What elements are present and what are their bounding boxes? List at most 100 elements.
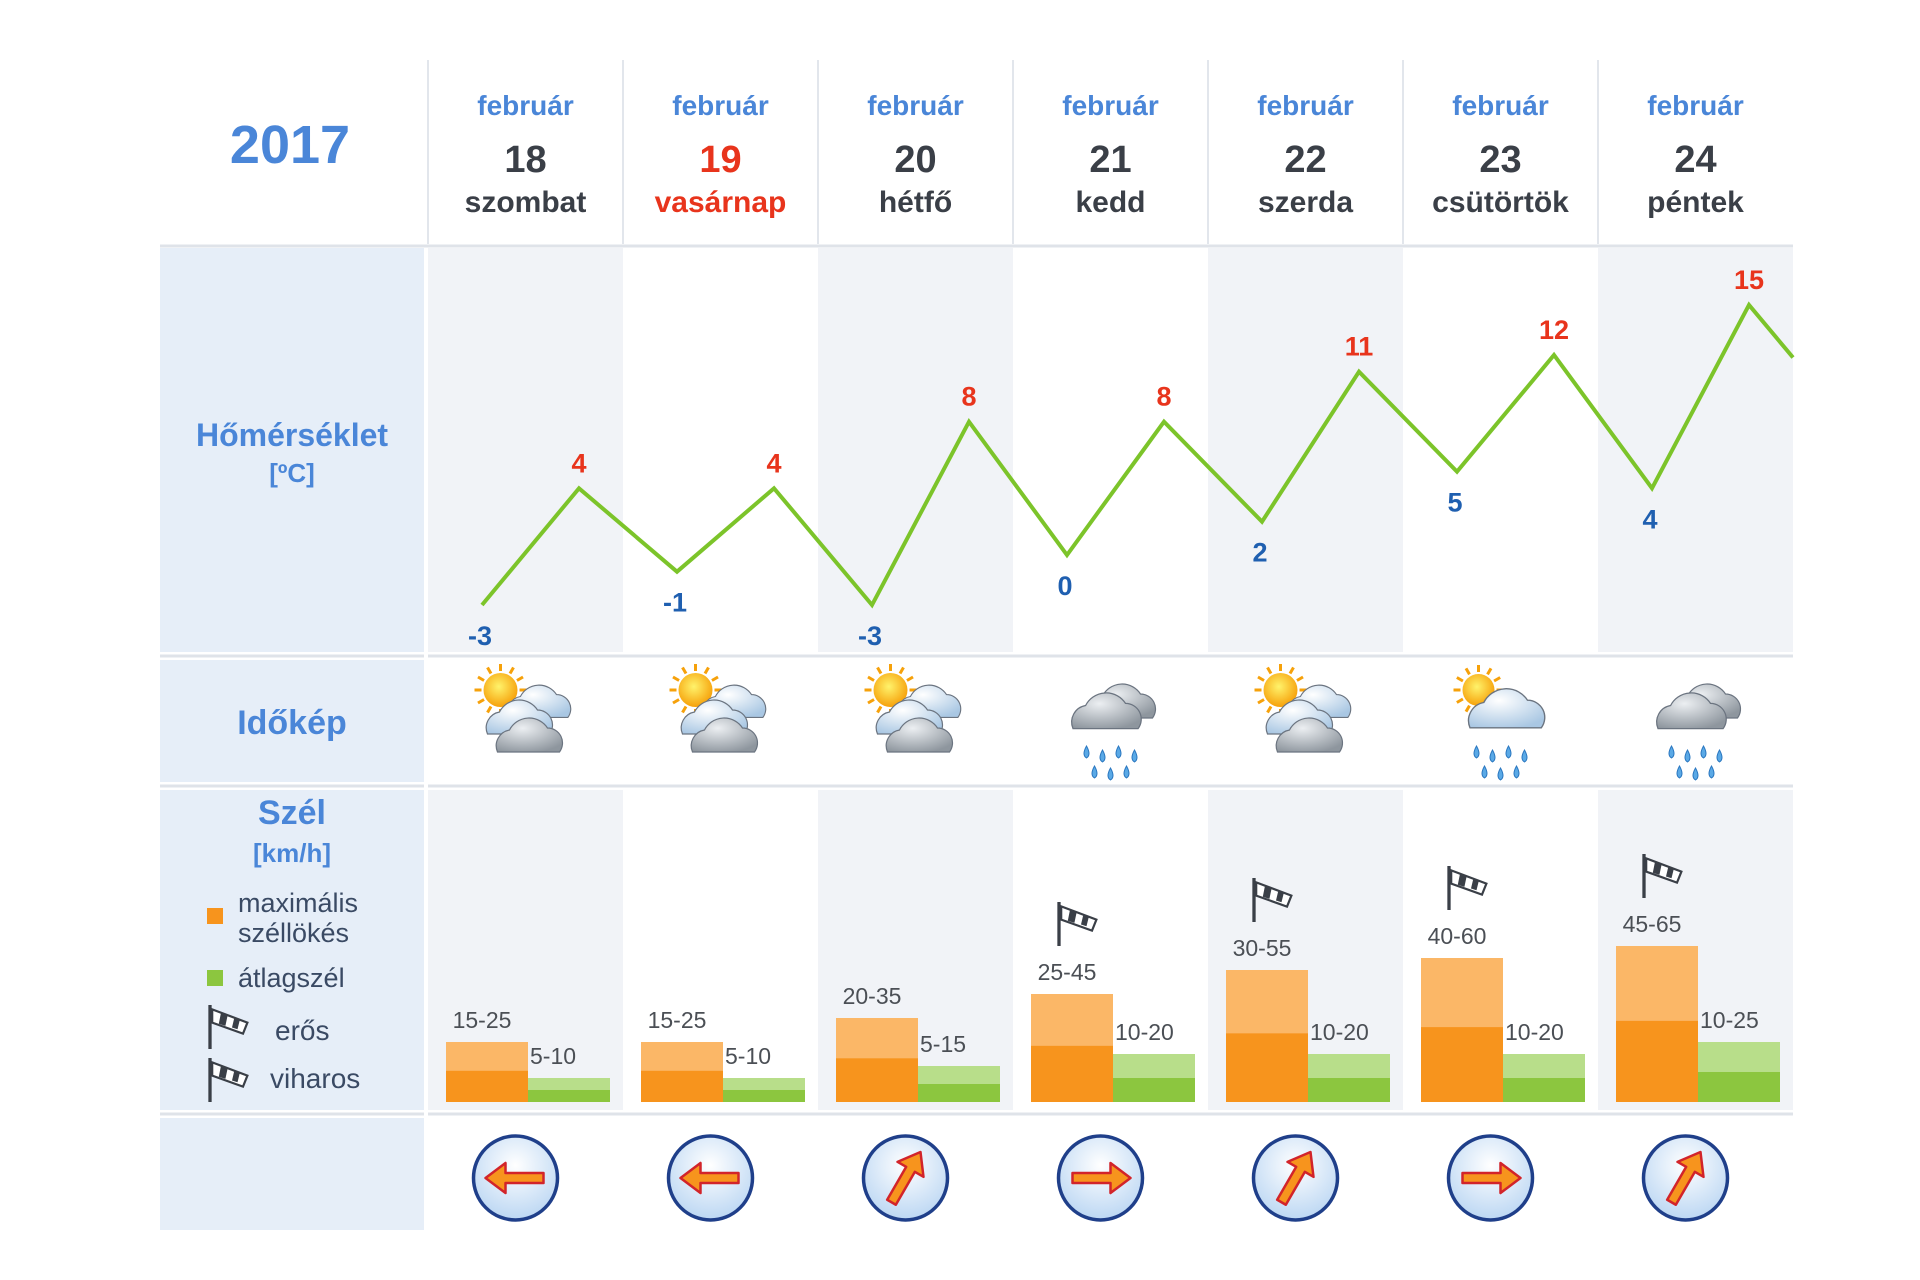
wind-direction-west[interactable] <box>669 1136 753 1220</box>
gust-bar-core <box>1616 1021 1698 1102</box>
windsock-sock <box>1451 870 1486 894</box>
day-month: február <box>1452 90 1549 121</box>
sun-ray <box>673 700 679 704</box>
sun-ray <box>488 706 492 712</box>
weather-icon-partly-cloudy <box>865 664 961 752</box>
avg-bar-core <box>1503 1078 1585 1102</box>
wind-direction-east[interactable] <box>1449 1136 1533 1220</box>
rain-drop <box>1709 766 1714 778</box>
sun-ray <box>868 677 874 681</box>
gust-value-label: 40-60 <box>1428 923 1487 949</box>
wind-direction-west[interactable] <box>474 1136 558 1220</box>
legend-strong-label: erős <box>275 1015 329 1046</box>
temp-band <box>1598 248 1793 652</box>
temp-max-label: 8 <box>1156 382 1171 412</box>
sun-ray <box>510 667 514 673</box>
day-weekday: szerda <box>1258 186 1353 219</box>
temp-band <box>818 248 1013 652</box>
rain-drop <box>1132 750 1137 762</box>
wind-direction-northeast[interactable] <box>1254 1136 1338 1220</box>
temp-min-label: -3 <box>858 621 882 651</box>
temperature-unit: [ºC] <box>269 458 315 488</box>
sun-ray <box>712 677 718 681</box>
sun-ray <box>878 706 882 712</box>
wind-label: Szél <box>258 794 326 832</box>
wind-unit: [km/h] <box>253 838 331 868</box>
weather-icon-rain <box>1657 684 1741 780</box>
day-month: február <box>672 90 769 121</box>
gust-value-label: 25-45 <box>1038 959 1097 985</box>
temp-band <box>428 248 623 652</box>
weather-icon-partly-cloudy <box>1255 664 1351 752</box>
temperature-line <box>482 305 1793 605</box>
sun-ray <box>705 667 709 673</box>
rain-drop <box>1685 750 1690 762</box>
day-weekday: hétfő <box>879 186 952 219</box>
sun-ray <box>1258 700 1264 704</box>
row-label-bg <box>160 1118 428 1230</box>
day-date: 18 <box>504 139 546 181</box>
rain-drop <box>1482 766 1487 778</box>
avg-value-label: 5-10 <box>725 1043 771 1069</box>
temp-min-label: -1 <box>663 588 687 618</box>
sun-ray <box>517 677 523 681</box>
temp-max-label: 15 <box>1734 265 1764 295</box>
weather-icon-sun-rain <box>1454 665 1545 780</box>
sun-ray <box>478 700 484 704</box>
wind-direction-east[interactable] <box>1059 1136 1143 1220</box>
day-weekday: kedd <box>1075 186 1145 219</box>
rain-drop <box>1677 766 1682 778</box>
avg-bar-core <box>1113 1078 1195 1102</box>
legend-gust-swatch <box>207 908 223 924</box>
weather-label: Időkép <box>237 704 347 742</box>
temperature-label: Hőmérséklet <box>196 417 388 453</box>
avg-bar-core <box>528 1090 610 1102</box>
avg-value-label: 10-20 <box>1115 1019 1174 1045</box>
temp-max-label: 4 <box>571 448 586 478</box>
wind-direction-northeast[interactable] <box>864 1136 948 1220</box>
day-date: 23 <box>1479 139 1521 181</box>
avg-bar-core <box>1698 1072 1780 1102</box>
gust-value-label: 45-65 <box>1623 911 1682 937</box>
avg-value-label: 10-20 <box>1310 1019 1369 1045</box>
avg-value-label: 5-15 <box>920 1031 966 1057</box>
gust-value-label: 15-25 <box>453 1007 512 1033</box>
sun-ray <box>878 667 882 673</box>
sun-ray <box>900 667 904 673</box>
rain-drop <box>1092 766 1097 778</box>
sun-ray <box>868 700 874 704</box>
gust-value-label: 30-55 <box>1233 935 1292 961</box>
rain-drop <box>1669 746 1674 758</box>
sun-ray <box>1258 677 1264 681</box>
rain-icon <box>1474 746 1527 780</box>
sun-ray <box>907 677 913 681</box>
sun-ray <box>1457 678 1463 682</box>
rain-drop <box>1701 746 1706 758</box>
wind-direction-northeast[interactable] <box>1644 1136 1728 1220</box>
sun-ray <box>1466 706 1470 712</box>
legend-gust-label-2: széllökés <box>238 918 349 948</box>
sun-ray <box>683 667 687 673</box>
day-date: 22 <box>1284 139 1326 181</box>
rain-drop <box>1717 750 1722 762</box>
rain-drop <box>1100 750 1105 762</box>
year-label: 2017 <box>230 115 350 175</box>
sun-ray <box>673 677 679 681</box>
sun-ray <box>1466 668 1470 674</box>
strong-wind-icon <box>1449 866 1486 910</box>
rain-drop <box>1514 766 1519 778</box>
legend-storm-label: viharos <box>270 1063 360 1094</box>
gust-bar-core <box>1226 1033 1308 1102</box>
day-month: február <box>1257 90 1354 121</box>
day-month: február <box>1062 90 1159 121</box>
rain-drop <box>1116 746 1121 758</box>
temp-max-label: 11 <box>1345 332 1374 362</box>
avg-value-label: 10-20 <box>1505 1019 1564 1045</box>
gust-bar-core <box>1421 1027 1503 1102</box>
legend-avg-label: átlagszél <box>238 963 345 993</box>
sun-ray <box>1494 678 1500 682</box>
avg-value-label: 10-25 <box>1700 1007 1759 1033</box>
sun-ray <box>1488 668 1492 674</box>
avg-value-label: 5-10 <box>530 1043 576 1069</box>
